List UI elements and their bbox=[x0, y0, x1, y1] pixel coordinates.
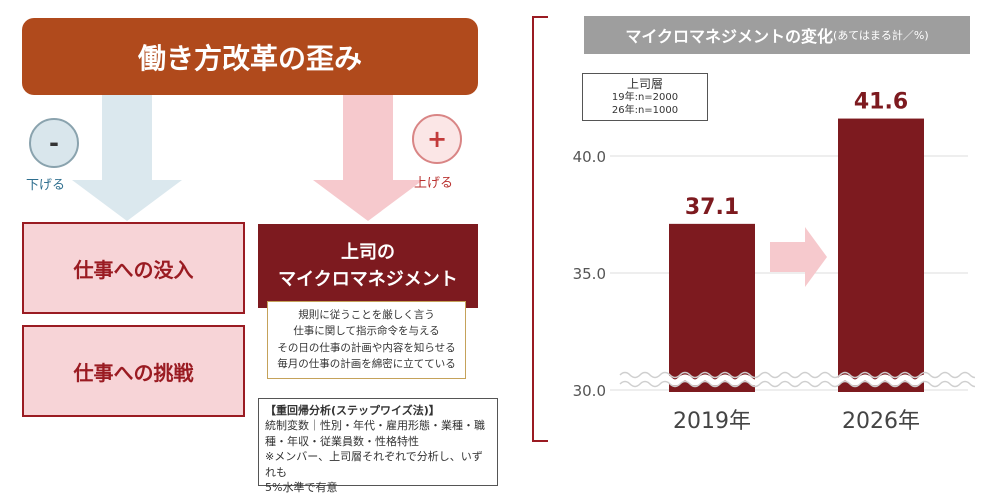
data-label: 41.6 bbox=[854, 90, 908, 115]
regression-line: 統制変数｜性別・年代・雇用形態・業種・職 bbox=[265, 419, 485, 433]
micromanagement-box: 上司の マイクロマネジメント bbox=[258, 224, 478, 308]
items-box: 規則に従うことを厳しく言う 仕事に関して指示命令を与える その日の仕事の計画や内… bbox=[267, 301, 466, 379]
item-text: 毎月の仕事の計画を綿密に立てている bbox=[277, 357, 456, 370]
chart-title: マイクロマネジメントの変化 (あてはまる計／%) bbox=[584, 16, 970, 54]
item-text: その日の仕事の計画や内容を知らせる bbox=[277, 341, 456, 354]
legend-box: 上司層 19年:n=2000 26年:n=1000 bbox=[582, 73, 708, 121]
data-label: 37.1 bbox=[685, 195, 739, 220]
legend-n1: 19年:n=2000 bbox=[611, 92, 679, 103]
y-tick-label: 35.0 bbox=[573, 265, 606, 283]
x-tick-label: 2026年 bbox=[842, 409, 920, 434]
micromanagement-line2: マイクロマネジメント bbox=[278, 269, 458, 290]
bar bbox=[669, 223, 755, 392]
legend-n2: 26年:n=1000 bbox=[611, 104, 679, 116]
outcome-immersion-box: 仕事への没入 bbox=[22, 222, 245, 314]
regression-note-box: 【重回帰分析(ステップワイズ法)】 統制変数｜性別・年代・雇用形態・業種・職 種… bbox=[258, 398, 498, 494]
chart-title-text: マイクロマネジメントの変化 bbox=[625, 27, 834, 46]
chart-title-unit: (あてはまる計／%) bbox=[833, 29, 929, 42]
down-arrow-blue bbox=[72, 95, 182, 221]
y-tick-label: 40.0 bbox=[573, 148, 606, 166]
regression-line: 種・年収・従業員数・性格特性 bbox=[265, 434, 419, 448]
legend-group: 上司層 bbox=[626, 77, 663, 91]
bar bbox=[838, 118, 924, 392]
regression-line: ※メンバー、上司層それぞれで分析し、いずれも bbox=[265, 450, 483, 479]
page-title: 働き方改革の歪み bbox=[22, 18, 478, 95]
down-arrow-pink bbox=[313, 95, 423, 221]
bracket bbox=[532, 16, 548, 442]
regression-line: 5%水準で有意 bbox=[265, 480, 338, 494]
outcome-challenge-box: 仕事への挑戦 bbox=[22, 325, 245, 417]
minus-icon: - bbox=[29, 118, 79, 168]
lower-label: 下げる bbox=[26, 178, 66, 193]
right-arrow-icon bbox=[770, 227, 827, 287]
raise-label: 上げる bbox=[414, 176, 454, 191]
y-tick-label: 30.0 bbox=[573, 382, 606, 400]
bar-chart: 30.0 35.0 40.0 37.1 2019年 41.6 2026年 bbox=[573, 90, 975, 434]
axis-break bbox=[617, 374, 975, 386]
flow-arrows bbox=[72, 95, 423, 221]
axis-break-line bbox=[619, 371, 975, 379]
micromanagement-line1: 上司の bbox=[341, 242, 395, 263]
axis-break-line bbox=[619, 380, 975, 388]
item-text: 規則に従うことを厳しく言う bbox=[298, 309, 435, 321]
x-tick-label: 2019年 bbox=[673, 409, 751, 434]
item-text: 仕事に関して指示命令を与える bbox=[293, 325, 440, 338]
regression-title: 【重回帰分析(ステップワイズ法)】 bbox=[265, 404, 440, 417]
plus-icon: + bbox=[412, 114, 462, 164]
